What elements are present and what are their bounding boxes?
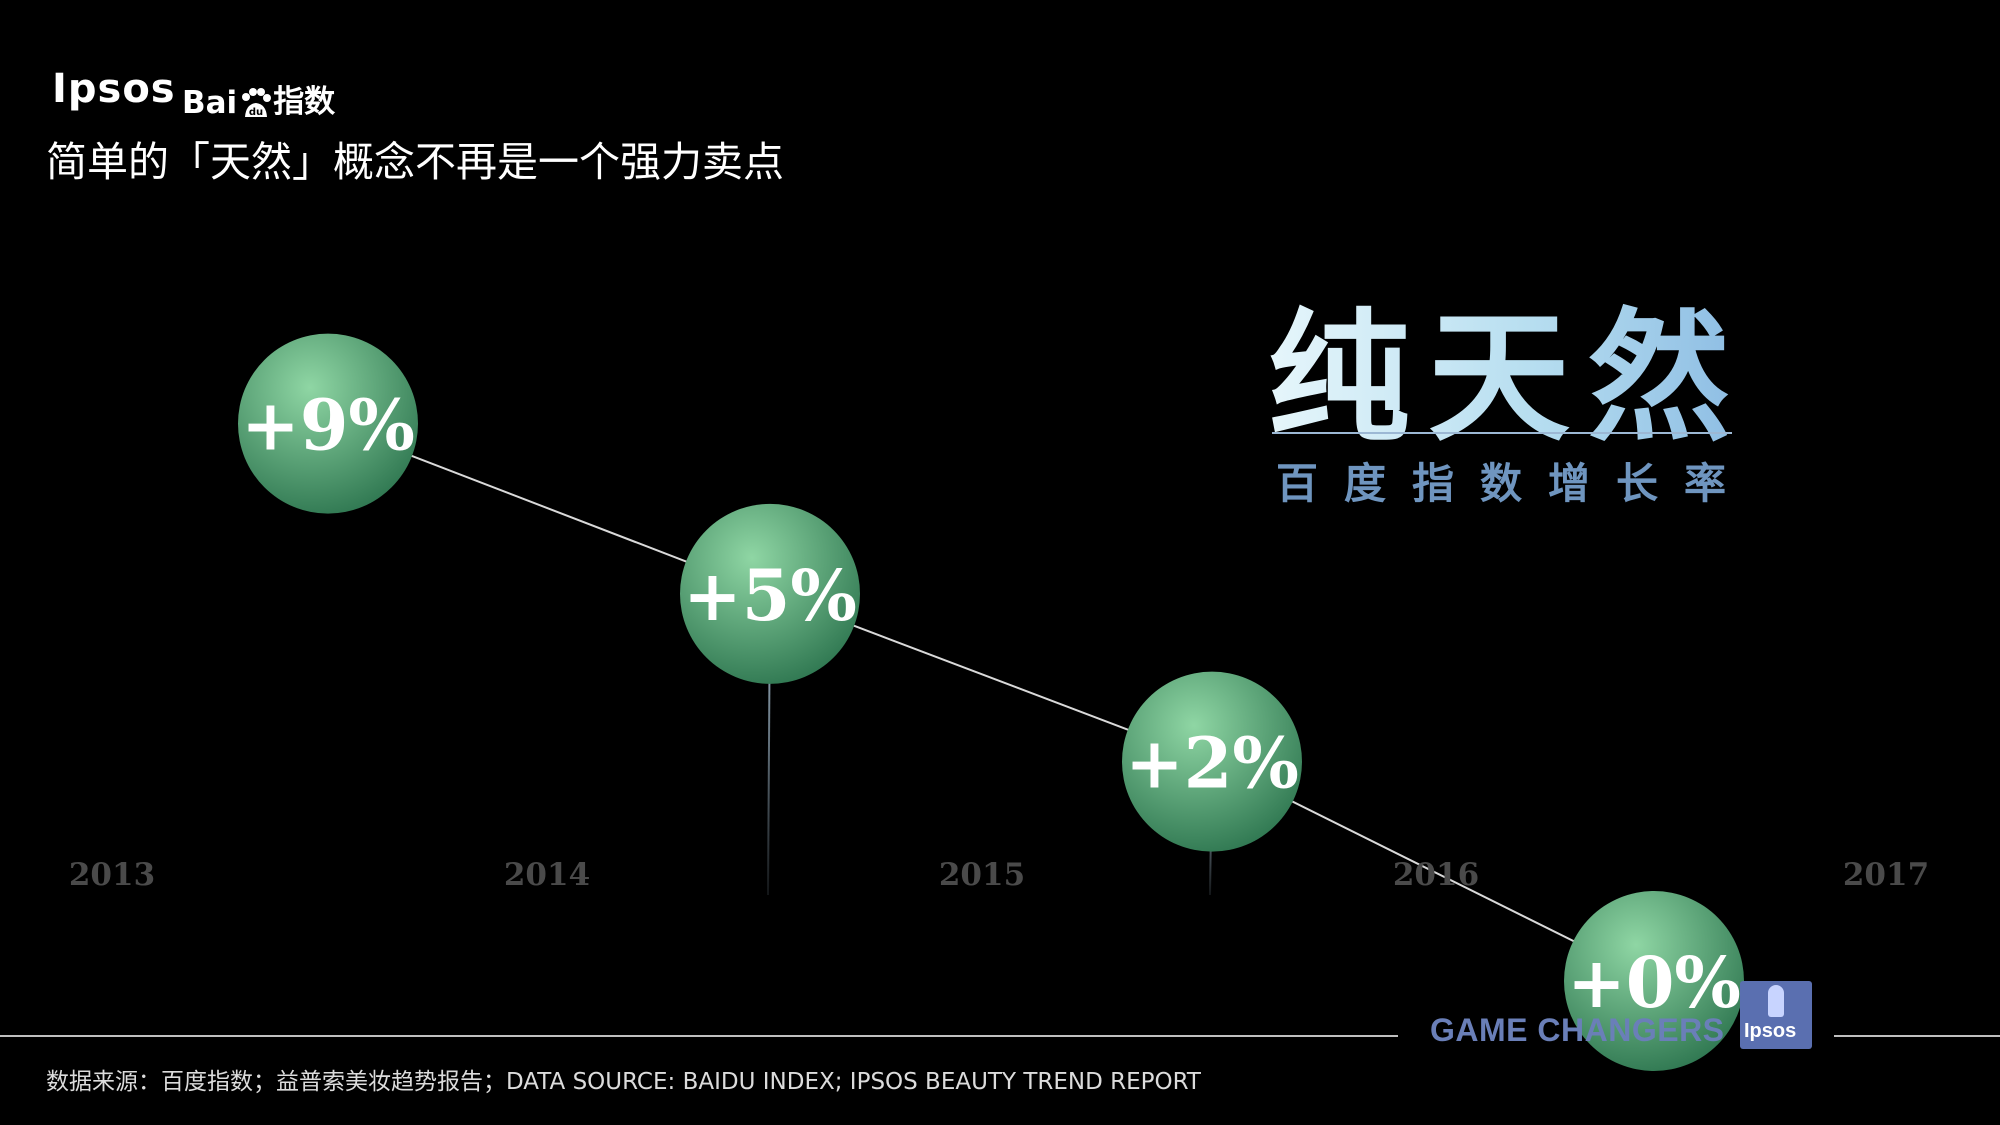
data-point-bubble [1564, 891, 1744, 1071]
ipsos-badge-text: Ipsos [1744, 1020, 1797, 1042]
data-label: +2% [1125, 722, 1299, 805]
data-label: +0% [1567, 941, 1741, 1024]
year-tick-label: 2015 [939, 857, 1025, 893]
data-source-note: 数据来源：百度指数；益普索美妆趋势报告；DATA SOURCE: BAIDU I… [46, 1069, 1201, 1095]
data-point-bubble [1122, 671, 1302, 852]
year-tick-label: 2017 [1843, 857, 1929, 893]
game-changers-tagline: GAME CHANGERS [1430, 1012, 1725, 1048]
ipsos-badge-glyph [1768, 985, 1784, 1017]
svg-text:du: du [249, 107, 263, 118]
data-point-bubble [680, 503, 860, 684]
footer-divider-left [0, 1035, 1398, 1037]
baidu-index-label: 指数 [273, 84, 336, 120]
paw-icon: du [242, 88, 272, 118]
baidu-index-logo: Bai du 指数 [182, 76, 335, 121]
year-tick-label: 2016 [1393, 857, 1479, 893]
headline-subtitle: 百度指数增长率 [1276, 459, 1753, 508]
year-tick-label: 2014 [504, 857, 590, 893]
baidu-logo-text: Bai [182, 85, 238, 121]
ipsos-logo: Ipsos [52, 66, 176, 112]
footer-divider-right [1834, 1035, 2000, 1037]
ipsos-badge-logo: Ipsos [1740, 981, 1812, 1049]
slide-subtitle: 简单的「天然」概念不再是一个强力卖点 [46, 138, 784, 186]
series-line [327, 422, 1655, 982]
data-label: +5% [683, 554, 857, 637]
data-point-bubble [238, 333, 418, 514]
data-label: +9% [241, 384, 415, 467]
headline-divider [1272, 432, 1732, 434]
headline-title: 纯天然 [1268, 262, 1748, 468]
year-tick-label: 2013 [69, 857, 155, 893]
